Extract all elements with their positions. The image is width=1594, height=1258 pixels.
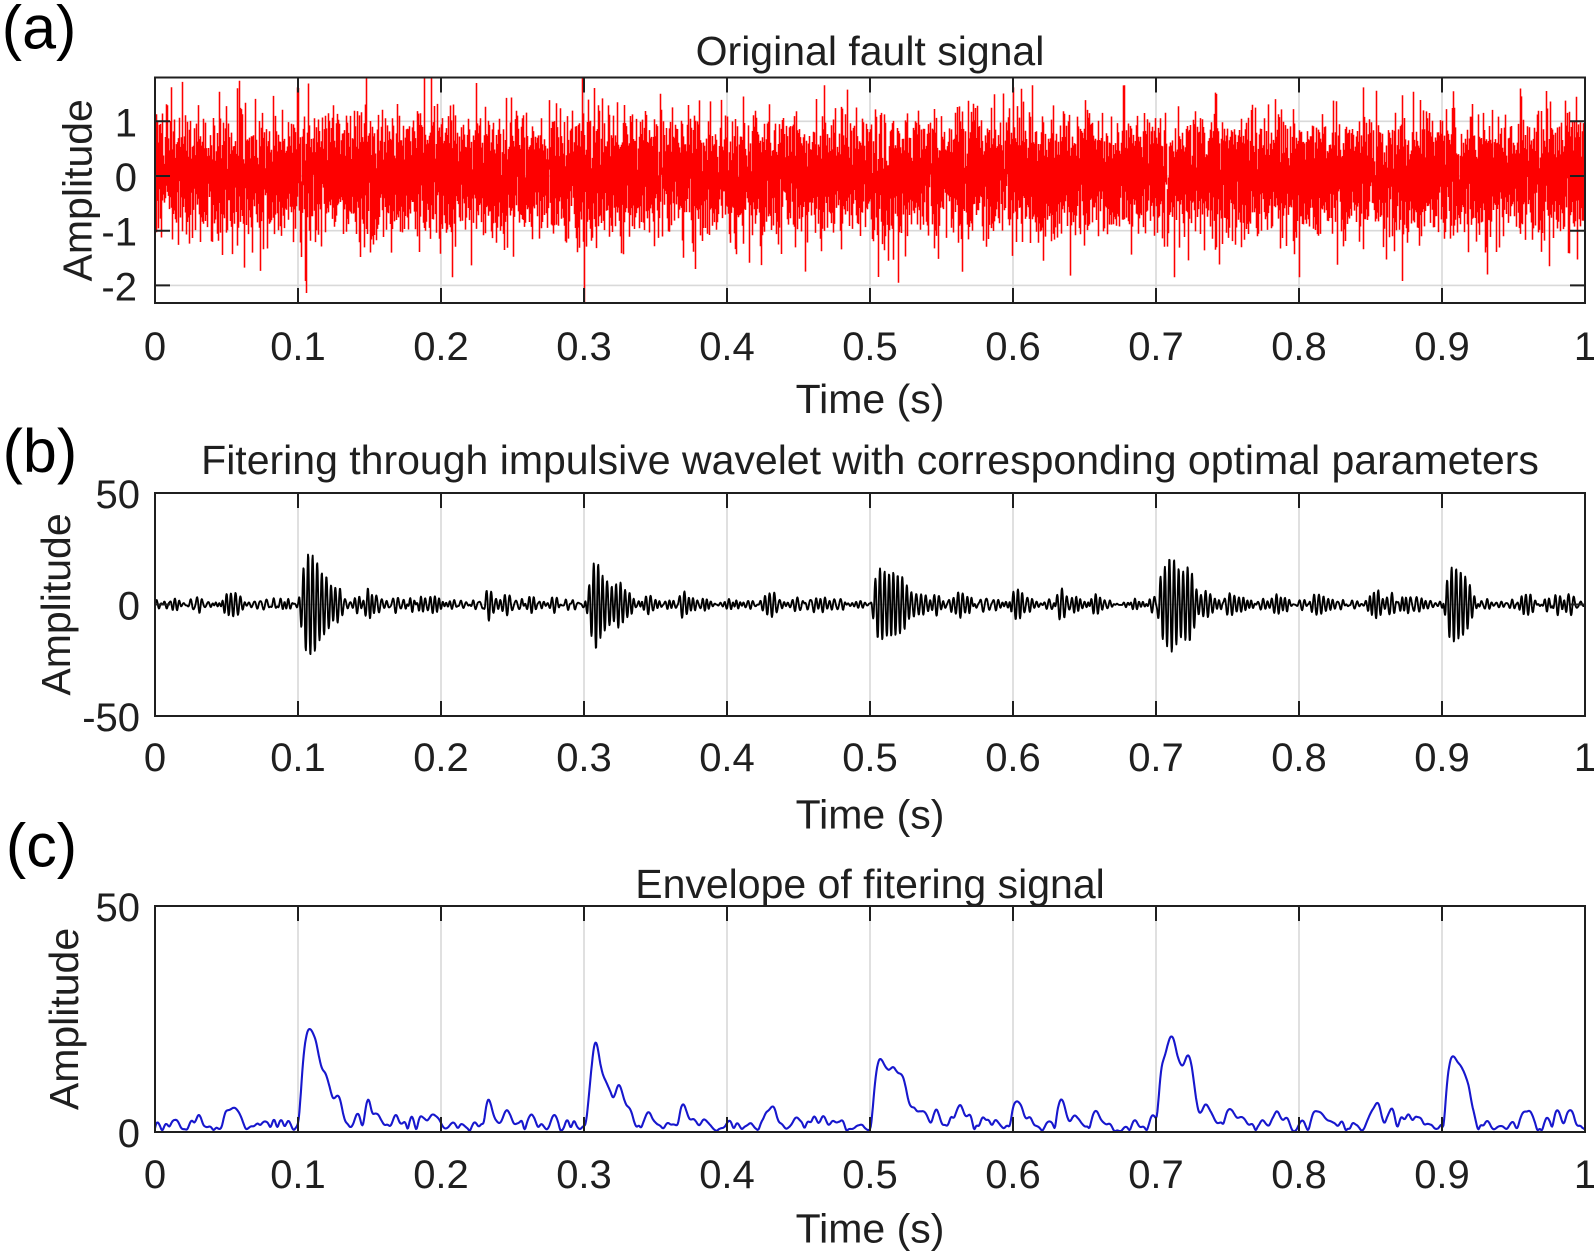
svg-text:0.1: 0.1 bbox=[270, 1153, 326, 1197]
svg-text:0.3: 0.3 bbox=[556, 325, 612, 369]
svg-text:1: 1 bbox=[1574, 736, 1594, 780]
svg-text:(a): (a) bbox=[2, 0, 77, 62]
svg-text:0.9: 0.9 bbox=[1414, 325, 1470, 369]
svg-text:Amplitude: Amplitude bbox=[55, 99, 101, 281]
svg-text:-2: -2 bbox=[101, 265, 137, 309]
svg-text:Fitering through impulsive wav: Fitering through impulsive wavelet with … bbox=[201, 437, 1539, 483]
svg-text:1: 1 bbox=[115, 101, 137, 145]
svg-text:0.1: 0.1 bbox=[270, 736, 326, 780]
svg-text:Original fault signal: Original fault signal bbox=[696, 28, 1045, 74]
svg-text:0.6: 0.6 bbox=[985, 1153, 1041, 1197]
svg-text:0: 0 bbox=[118, 1112, 140, 1156]
svg-text:Amplitude: Amplitude bbox=[33, 513, 79, 695]
svg-text:0.1: 0.1 bbox=[270, 325, 326, 369]
svg-text:50: 50 bbox=[96, 886, 141, 930]
svg-text:50: 50 bbox=[96, 473, 141, 517]
svg-text:0.7: 0.7 bbox=[1128, 325, 1184, 369]
svg-text:Amplitude: Amplitude bbox=[41, 928, 87, 1110]
svg-text:0: 0 bbox=[144, 1153, 166, 1197]
svg-text:0.5: 0.5 bbox=[842, 325, 898, 369]
svg-text:0.8: 0.8 bbox=[1271, 736, 1327, 780]
svg-text:0.4: 0.4 bbox=[699, 325, 755, 369]
svg-text:1: 1 bbox=[1574, 325, 1594, 369]
svg-text:0.3: 0.3 bbox=[556, 736, 612, 780]
svg-text:0.5: 0.5 bbox=[842, 736, 898, 780]
svg-text:0: 0 bbox=[115, 156, 137, 200]
svg-text:0: 0 bbox=[144, 325, 166, 369]
svg-text:Time (s): Time (s) bbox=[796, 376, 945, 422]
svg-text:0.2: 0.2 bbox=[413, 325, 469, 369]
svg-text:0.2: 0.2 bbox=[413, 736, 469, 780]
svg-text:0.6: 0.6 bbox=[985, 736, 1041, 780]
svg-text:1: 1 bbox=[1574, 1153, 1594, 1197]
svg-text:0.2: 0.2 bbox=[413, 1153, 469, 1197]
svg-text:-50: -50 bbox=[82, 696, 140, 740]
svg-text:0.9: 0.9 bbox=[1414, 736, 1470, 780]
svg-text:0.4: 0.4 bbox=[699, 1153, 755, 1197]
svg-text:(b): (b) bbox=[3, 417, 78, 485]
svg-text:-1: -1 bbox=[101, 211, 137, 255]
svg-text:Time (s): Time (s) bbox=[796, 792, 945, 838]
svg-text:Envelope of fitering signal: Envelope of fitering signal bbox=[635, 861, 1105, 907]
svg-text:0.6: 0.6 bbox=[985, 325, 1041, 369]
svg-text:0.8: 0.8 bbox=[1271, 1153, 1327, 1197]
svg-text:(c): (c) bbox=[6, 812, 77, 880]
svg-text:0.5: 0.5 bbox=[842, 1153, 898, 1197]
svg-text:0.4: 0.4 bbox=[699, 736, 755, 780]
svg-text:0.3: 0.3 bbox=[556, 1153, 612, 1197]
svg-text:0.7: 0.7 bbox=[1128, 1153, 1184, 1197]
svg-text:0.8: 0.8 bbox=[1271, 325, 1327, 369]
svg-text:0.9: 0.9 bbox=[1414, 1153, 1470, 1197]
svg-text:0.7: 0.7 bbox=[1128, 736, 1184, 780]
svg-text:0: 0 bbox=[144, 736, 166, 780]
svg-text:0: 0 bbox=[118, 585, 140, 629]
svg-text:Time (s): Time (s) bbox=[796, 1206, 945, 1252]
